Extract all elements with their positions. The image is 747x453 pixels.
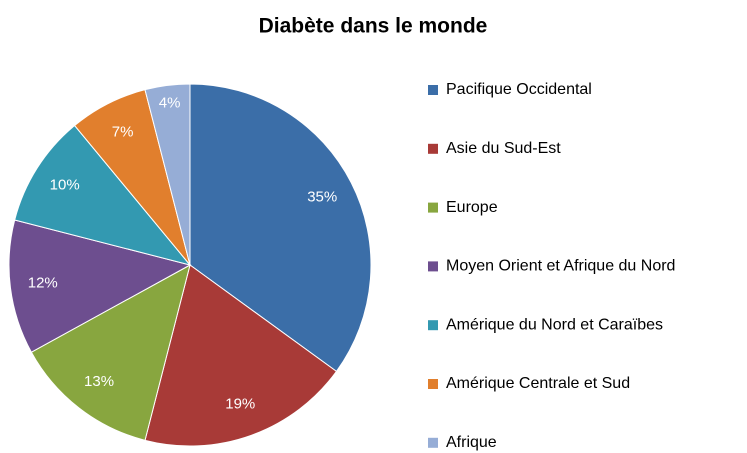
slice-label: 13% <box>84 373 114 390</box>
slice-label: 7% <box>112 124 134 141</box>
legend-swatch <box>428 320 438 331</box>
legend-label: Asie du Sud-Est <box>446 140 561 157</box>
slice-label: 4% <box>159 94 181 111</box>
legend-label: Europe <box>446 199 498 216</box>
pie-slice <box>30 264 191 441</box>
pie-slice <box>144 264 338 447</box>
legend-label: Amérique Centrale et Sud <box>446 375 630 392</box>
slice-label: 10% <box>50 176 80 193</box>
legend-label: Pacifique Occidental <box>446 81 592 98</box>
slice-label: 12% <box>28 275 58 292</box>
legend-swatch <box>428 437 438 448</box>
legend-swatch <box>428 261 438 272</box>
legend-label: Amérique du Nord et Caraïbes <box>446 316 663 333</box>
legend-label: Afrique <box>446 434 497 451</box>
legend-swatch <box>428 202 438 213</box>
slice-label: 19% <box>225 396 255 413</box>
slice-label: 35% <box>307 189 337 206</box>
pie-slice <box>8 219 192 353</box>
legend-swatch <box>428 379 438 389</box>
legend-swatch <box>428 143 438 154</box>
chart-title: Diabète dans le monde <box>259 15 488 38</box>
pie-slice <box>144 83 191 266</box>
pie-slice <box>189 83 372 373</box>
legend-label: Moyen Orient et Afrique du Nord <box>446 258 675 275</box>
legend-swatch <box>428 85 438 95</box>
pie-slice <box>14 124 192 266</box>
